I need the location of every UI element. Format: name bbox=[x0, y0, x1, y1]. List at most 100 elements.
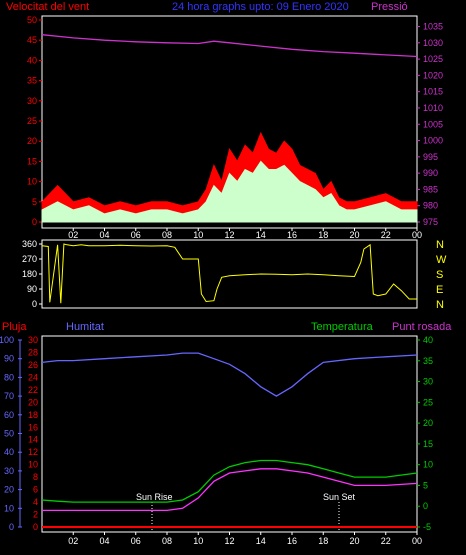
humidity-panel-xtick-label: 08 bbox=[162, 536, 172, 546]
wind-axis-tick-label: 20 bbox=[27, 136, 37, 146]
temp-axis-tick-label: 15 bbox=[423, 439, 433, 449]
secondary-axis-label: 10 bbox=[28, 460, 38, 470]
secondary-axis-label: 24 bbox=[28, 372, 38, 382]
secondary-axis-label: 22 bbox=[28, 385, 38, 395]
dewpoint-line bbox=[42, 468, 418, 512]
chart-title: 24 hora graphs upto: 09 Enero 2020 bbox=[172, 1, 349, 13]
wind-panel-xtick-label: 00 bbox=[412, 230, 422, 240]
wind-axis-tick-label: 30 bbox=[27, 96, 37, 106]
rain-title: Pluja bbox=[2, 321, 27, 333]
pressure-line bbox=[41, 34, 418, 58]
secondary-axis-label: 12 bbox=[28, 447, 38, 457]
humidity-panel-xtick-label: 12 bbox=[224, 536, 234, 546]
compass-label: N bbox=[436, 299, 444, 311]
rain-axis-label: 10 bbox=[4, 503, 14, 513]
humidity-panel-xtick-label: 18 bbox=[318, 536, 328, 546]
wind-panel-xtick-label: 06 bbox=[131, 230, 141, 240]
direction-axis-tick-label: 90 bbox=[27, 284, 37, 294]
rain-axis-label: 70 bbox=[4, 391, 14, 401]
wind-panel-xtick-label: 02 bbox=[68, 230, 78, 240]
humidity-panel-xtick-label: 16 bbox=[287, 536, 297, 546]
rain-axis-label: 30 bbox=[4, 466, 14, 476]
secondary-axis-label: 26 bbox=[28, 360, 38, 370]
wind-axis-tick-label: 0 bbox=[32, 217, 37, 227]
wind-axis-tick-label: 25 bbox=[27, 116, 37, 126]
humidity-panel-xtick-label: 14 bbox=[256, 536, 266, 546]
rain-axis-label: 50 bbox=[4, 429, 14, 439]
pressure-axis-tick-label: 1015 bbox=[423, 87, 443, 97]
secondary-axis-label: 4 bbox=[33, 497, 38, 507]
rain-axis-label: 90 bbox=[4, 354, 14, 364]
temp-axis-tick-label: 20 bbox=[423, 418, 433, 428]
wind-panel-xtick-label: 20 bbox=[349, 230, 359, 240]
rain-axis-label: 40 bbox=[4, 447, 14, 457]
temp-axis-tick-label: 25 bbox=[423, 397, 433, 407]
wind-panel-xtick-label: 04 bbox=[99, 230, 109, 240]
pressure-axis-tick-label: 1035 bbox=[423, 22, 443, 32]
wind-axis-tick-label: 5 bbox=[32, 197, 37, 207]
temp-axis-tick-label: 5 bbox=[423, 480, 428, 490]
humidity-panel-xtick-label: 22 bbox=[381, 536, 391, 546]
pressure-axis-tick-label: 1000 bbox=[423, 136, 443, 146]
wind-panel-xtick-label: 08 bbox=[162, 230, 172, 240]
rain-axis-label: 0 bbox=[9, 522, 14, 532]
compass-label: N bbox=[436, 239, 444, 251]
wind-axis-tick-label: 15 bbox=[27, 156, 37, 166]
rain-axis-label: 100 bbox=[0, 335, 14, 345]
direction-axis-tick-label: 360 bbox=[22, 239, 37, 249]
humidity-panel-xtick-label: 10 bbox=[193, 536, 203, 546]
compass-label: S bbox=[436, 269, 443, 281]
pressure-axis-tick-label: 1020 bbox=[423, 70, 443, 80]
direction-axis-tick-label: 270 bbox=[22, 254, 37, 264]
humidity-panel-xtick-label: 20 bbox=[349, 536, 359, 546]
temp-axis-tick-label: 40 bbox=[423, 335, 433, 345]
wind-panel-xtick-label: 12 bbox=[224, 230, 234, 240]
direction-axis-tick-label: 0 bbox=[32, 299, 37, 309]
humidity-panel-xtick-label: 04 bbox=[99, 536, 109, 546]
wind-panel-xtick-label: 18 bbox=[318, 230, 328, 240]
wind-panel-xtick-label: 14 bbox=[256, 230, 266, 240]
temp-axis-tick-label: 10 bbox=[423, 460, 433, 470]
pressure-axis-tick-label: 975 bbox=[423, 217, 438, 227]
secondary-axis-label: 30 bbox=[28, 335, 38, 345]
secondary-axis-label: 28 bbox=[28, 347, 38, 357]
secondary-axis-label: 2 bbox=[33, 510, 38, 520]
pressure-axis-tick-label: 1005 bbox=[423, 119, 443, 129]
wind-speed-title: Velocitat del vent bbox=[6, 1, 89, 13]
pressure-axis-tick-label: 995 bbox=[423, 152, 438, 162]
wind-axis-tick-label: 50 bbox=[27, 15, 37, 25]
temp-axis-tick-label: -5 bbox=[423, 522, 431, 532]
pressure-axis-tick-label: 1025 bbox=[423, 54, 443, 64]
secondary-axis-label: 18 bbox=[28, 410, 38, 420]
pressure-axis-tick-label: 1030 bbox=[423, 38, 443, 48]
wind-axis-tick-label: 40 bbox=[27, 55, 37, 65]
wind-axis-tick-label: 45 bbox=[27, 35, 37, 45]
secondary-axis-label: 8 bbox=[33, 472, 38, 482]
secondary-axis-label: 16 bbox=[28, 422, 38, 432]
temperature-line bbox=[41, 459, 418, 503]
sunset-label: Sun Set bbox=[323, 492, 356, 502]
rain-axis-label: 60 bbox=[4, 410, 14, 420]
dewpoint-title: Punt rosada bbox=[392, 321, 452, 333]
temp-axis-tick-label: 35 bbox=[423, 356, 433, 366]
compass-label: W bbox=[436, 254, 447, 266]
wind-axis-tick-label: 10 bbox=[27, 177, 37, 187]
secondary-axis-label: 14 bbox=[28, 435, 38, 445]
humidity-panel-xtick-label: 00 bbox=[412, 536, 422, 546]
humidity-panel-xtick-label: 06 bbox=[131, 536, 141, 546]
pressure-axis-tick-label: 985 bbox=[423, 184, 438, 194]
wind-panel-xtick-label: 10 bbox=[193, 230, 203, 240]
rain-axis-label: 80 bbox=[4, 372, 14, 382]
wind-panel-xtick-label: 22 bbox=[381, 230, 391, 240]
wind-direction-line bbox=[41, 243, 417, 304]
temp-axis-tick-label: 30 bbox=[423, 377, 433, 387]
temp-axis-tick-label: 0 bbox=[423, 501, 428, 511]
wind-axis-tick-label: 35 bbox=[27, 76, 37, 86]
temperature-title: Temperatura bbox=[311, 321, 374, 333]
humidity-line bbox=[41, 352, 418, 397]
secondary-axis-label: 20 bbox=[28, 397, 38, 407]
pressure-axis-tick-label: 980 bbox=[423, 201, 438, 211]
panel-direction-frame bbox=[41, 239, 418, 309]
wind-gust-area bbox=[41, 160, 418, 223]
